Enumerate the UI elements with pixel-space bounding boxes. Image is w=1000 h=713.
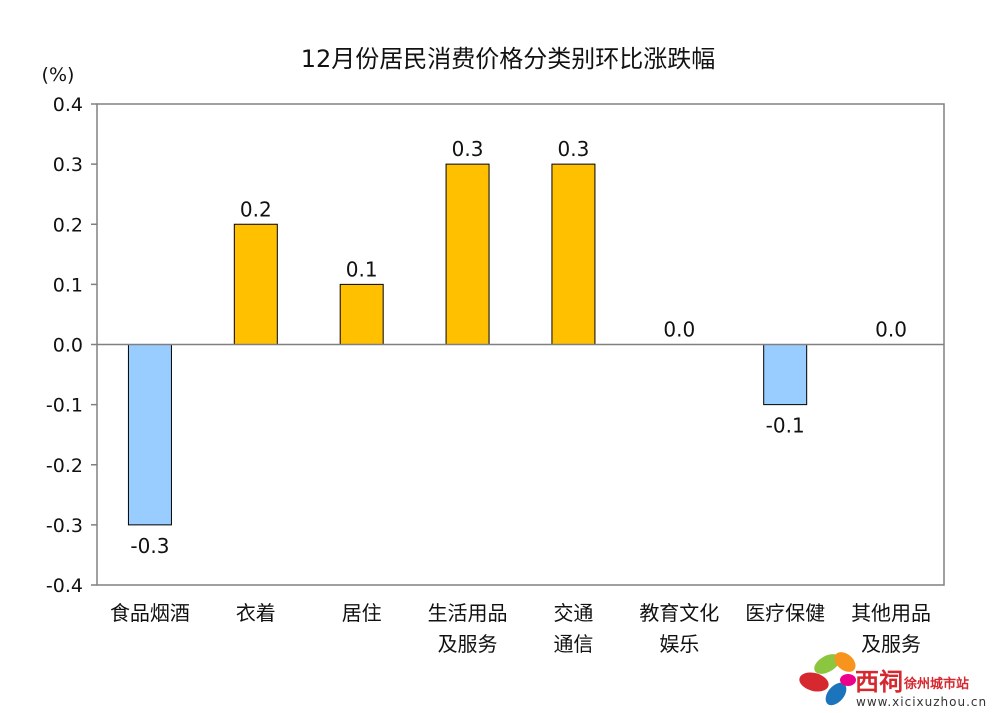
data-label: -0.3 — [130, 534, 169, 558]
bar — [233, 223, 278, 345]
y-tick-label: -0.3 — [46, 515, 83, 537]
y-tick-label: 0.3 — [53, 154, 83, 176]
y-axis-unit-label: (%) — [42, 64, 75, 86]
y-tick-label: 0.4 — [53, 94, 83, 116]
category-label: 及服务 — [438, 632, 498, 656]
category-label: 交通 — [553, 601, 593, 625]
watermark-logo: 西祠 徐州城市站 www.xicixuzhou.cn — [799, 652, 987, 709]
data-label: 0.2 — [240, 197, 272, 221]
chart-title: 12月份居民消费价格分类别环比涨跌幅 — [301, 45, 716, 73]
data-labels-group: -0.3 0.2 0.1 0.3 0.3 0.0 -0.1 0.0 — [130, 137, 907, 558]
data-label: 0.0 — [875, 318, 907, 342]
data-label: 0.3 — [558, 137, 590, 161]
data-label: -0.1 — [766, 414, 805, 438]
category-label: 衣着 — [236, 601, 276, 625]
category-label: 教育文化 — [639, 601, 719, 625]
data-label: 0.3 — [452, 137, 484, 161]
category-label: 通信 — [553, 632, 593, 656]
y-tick-label: -0.2 — [46, 455, 83, 477]
y-tick-label: 0.0 — [53, 335, 83, 357]
category-label: 其他用品 — [851, 601, 931, 625]
category-label: 娱乐 — [659, 632, 699, 656]
category-label: 医疗保健 — [745, 601, 825, 625]
bar — [127, 344, 172, 526]
y-axis-ticks: 0.4 0.3 0.2 0.1 0.0 -0.1 -0.2 -0.3 -0.4 — [46, 94, 97, 597]
bars-group — [127, 163, 808, 526]
data-label: 0.0 — [663, 318, 695, 342]
category-label: 及服务 — [861, 632, 921, 656]
y-tick-label: 0.1 — [53, 274, 83, 296]
category-label: 生活用品 — [428, 601, 508, 625]
y-tick-label: 0.2 — [53, 214, 83, 236]
watermark-site: 徐州城市站 — [903, 676, 969, 692]
category-label: 食品烟酒 — [110, 601, 190, 625]
watermark-brand: 西祠 — [855, 668, 903, 696]
flower-logo-icon — [799, 652, 856, 706]
y-tick-label: -0.4 — [46, 575, 83, 597]
bar — [445, 163, 490, 345]
bar — [551, 163, 596, 345]
data-label: 0.1 — [346, 257, 378, 281]
y-tick-label: -0.1 — [46, 395, 83, 417]
category-label: 居住 — [342, 601, 382, 625]
bar — [763, 344, 808, 406]
bar — [339, 283, 384, 345]
watermark-url: www.xicixuzhou.cn — [856, 695, 987, 709]
